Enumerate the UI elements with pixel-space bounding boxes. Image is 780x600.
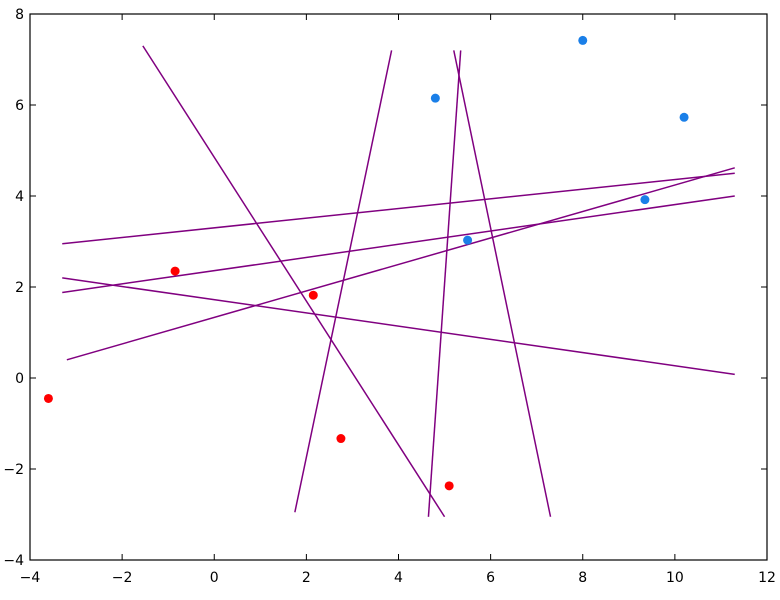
series-2-point-1 <box>430 93 440 103</box>
x-axis: −4 −2 0 2 4 6 8 10 12 <box>20 14 776 586</box>
x-tick-label: 12 <box>758 570 776 586</box>
x-tick-label: 6 <box>486 570 495 586</box>
x-tick-label: 0 <box>210 570 219 586</box>
y-tick-label: 8 <box>15 7 24 23</box>
y-tick-label: −2 <box>3 462 24 478</box>
y-tick-label: 2 <box>15 280 24 296</box>
separator-line-7 <box>66 167 735 361</box>
plot-background <box>30 14 767 560</box>
x-tick-label: 4 <box>394 570 403 586</box>
x-tick-label: −4 <box>20 570 41 586</box>
series-1-point-1 <box>43 393 53 403</box>
y-tick-label: 6 <box>15 98 24 114</box>
series-1-point-3 <box>308 290 318 300</box>
series-1-point-2 <box>170 266 180 276</box>
series-2-point-3 <box>578 35 588 45</box>
y-axis: −4 −2 0 2 4 6 8 <box>3 7 767 569</box>
series-1-point-5 <box>444 481 454 491</box>
series-1-point-4 <box>336 434 346 444</box>
separator-line-8 <box>62 277 735 376</box>
x-tick-label: 8 <box>578 570 587 586</box>
separator-lines <box>62 45 735 518</box>
separator-line-5 <box>62 172 735 245</box>
separator-line-6 <box>62 195 735 294</box>
x-tick-label: 2 <box>302 570 311 586</box>
separator-line-2 <box>294 50 393 513</box>
series-2-point-4 <box>640 195 650 205</box>
separator-line-4 <box>453 50 552 517</box>
x-tick-label: −2 <box>112 570 133 586</box>
data-points <box>43 35 689 491</box>
series-2-point-5 <box>679 112 689 122</box>
separator-line-1 <box>142 45 446 518</box>
x-tick-label: 10 <box>666 570 684 586</box>
y-tick-label: −4 <box>3 553 24 569</box>
y-tick-label: 4 <box>15 189 24 205</box>
separator-line-3 <box>427 50 462 517</box>
y-tick-label: 0 <box>15 371 24 387</box>
series-2-point-2 <box>463 235 473 245</box>
